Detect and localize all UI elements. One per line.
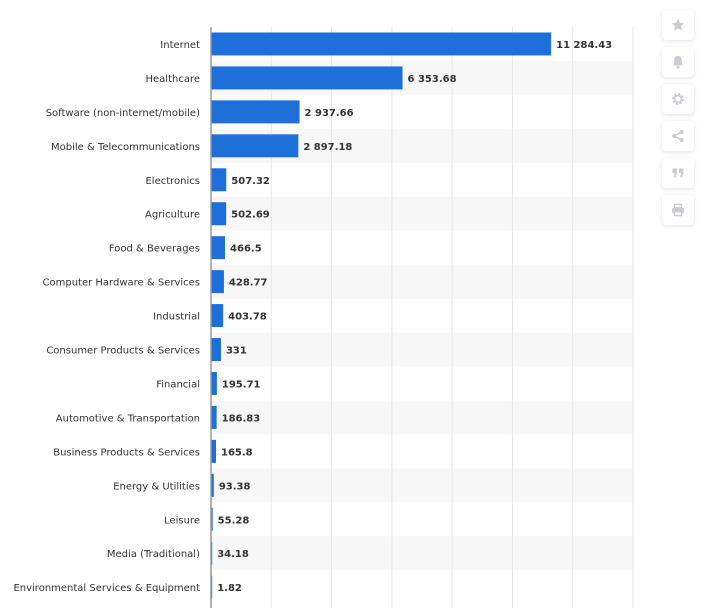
chart-toolbar: [662, 10, 694, 232]
bar: [211, 473, 214, 497]
share-icon: [672, 129, 684, 143]
bar: [211, 507, 213, 531]
settings-button[interactable]: [662, 84, 694, 114]
notification-button[interactable]: [662, 47, 694, 77]
data-label: 93.38: [219, 481, 251, 492]
category-label: Computer Hardware & Services: [43, 278, 201, 289]
data-label: 507.32: [231, 176, 270, 187]
row-stripe: [211, 264, 633, 299]
bar: [211, 202, 227, 226]
row-stripe: [211, 196, 633, 231]
category-label: Industrial: [153, 312, 200, 323]
category-label: Healthcare: [145, 74, 200, 85]
print-icon: [672, 203, 684, 217]
data-label: 428.77: [229, 278, 268, 289]
category-label: Energy & Utilities: [113, 481, 200, 492]
data-label: 502.69: [231, 210, 270, 221]
category-label: Automotive & Transportation: [56, 413, 200, 424]
row-stripe: [211, 536, 633, 571]
data-label: 165.8: [221, 447, 253, 458]
category-label: Consumer Products & Services: [46, 346, 200, 357]
category-label: Agriculture: [145, 210, 200, 221]
category-label: Media (Traditional): [107, 549, 200, 560]
bar: [211, 134, 299, 158]
row-stripe: [211, 400, 633, 435]
data-label: 55.28: [218, 515, 250, 526]
star-icon: [671, 18, 685, 31]
share-button[interactable]: [662, 121, 694, 151]
bar: [211, 371, 217, 395]
bar: [211, 236, 226, 260]
bar: [211, 100, 300, 124]
data-label: 466.5: [230, 244, 262, 255]
category-label: Leisure: [164, 515, 200, 526]
category-label: Food & Beverages: [109, 244, 200, 255]
bar: [211, 32, 552, 56]
favorite-button[interactable]: [662, 10, 694, 40]
print-button[interactable]: [662, 195, 694, 225]
category-label: Internet: [160, 40, 200, 51]
category-label: Financial: [156, 379, 200, 390]
bar: [211, 270, 224, 294]
data-label: 6 353.68: [408, 74, 457, 85]
bar: [211, 405, 217, 429]
data-label: 11 284.43: [556, 40, 612, 51]
bar: [211, 304, 224, 328]
quote-icon: [672, 168, 684, 178]
category-label: Business Products & Services: [53, 447, 200, 458]
category-label: Mobile & Telecommunications: [51, 142, 200, 153]
data-label: 34.18: [217, 549, 249, 560]
data-label: 195.71: [222, 379, 261, 390]
bar: [211, 338, 221, 362]
data-label: 331: [226, 346, 247, 357]
category-label: Environmental Services & Equipment: [13, 583, 200, 594]
row-stripe: [211, 468, 633, 503]
data-label: 1.82: [217, 583, 242, 594]
gear-icon: [672, 93, 684, 105]
data-label: 403.78: [228, 312, 267, 323]
bar: [211, 66, 403, 90]
data-label: 186.83: [222, 413, 261, 424]
row-stripe: [211, 332, 633, 367]
category-label: Software (non-internet/mobile): [46, 108, 200, 119]
bar: [211, 168, 227, 192]
bell-icon: [672, 56, 684, 69]
bar: [211, 439, 216, 463]
data-label: 2 937.66: [305, 108, 354, 119]
data-label: 2 897.18: [303, 142, 352, 153]
category-label: Electronics: [145, 176, 200, 187]
cite-button[interactable]: [662, 158, 694, 188]
